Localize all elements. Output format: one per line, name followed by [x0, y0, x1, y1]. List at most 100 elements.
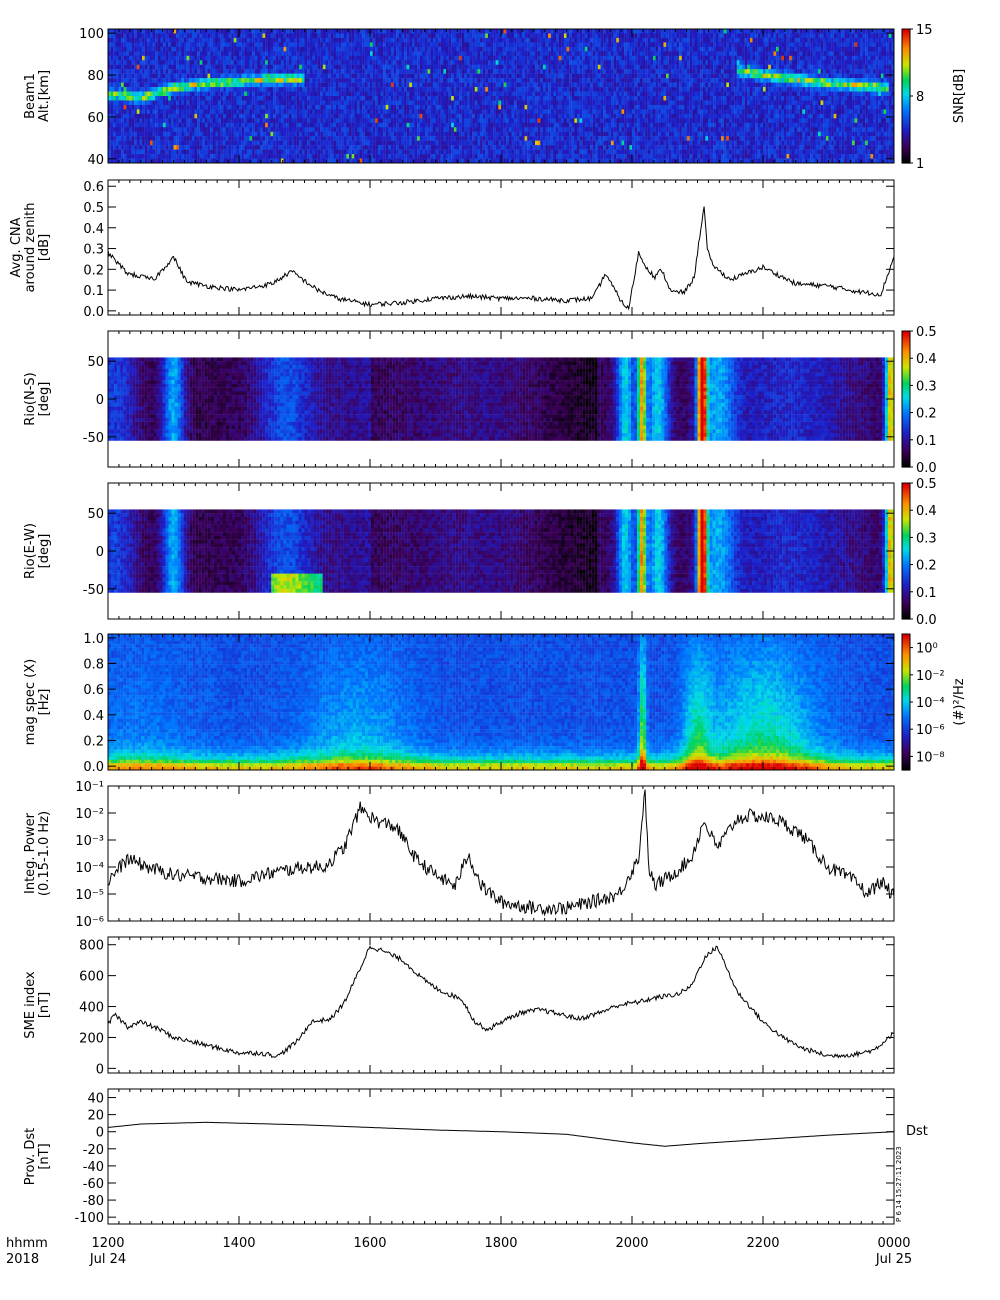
heatmap-cell	[215, 154, 219, 159]
heatmap-cell	[370, 29, 373, 34]
heatmap-cell	[207, 158, 211, 163]
heatmap-cell	[304, 127, 308, 132]
heatmap-cell	[144, 42, 148, 48]
heatmap-cell	[341, 113, 344, 119]
heatmap-cell	[115, 78, 119, 83]
heatmap-cell	[341, 91, 344, 97]
heatmap-cell	[236, 136, 240, 141]
heatmap-cell	[341, 136, 344, 141]
heatmap-cell	[338, 158, 342, 163]
heatmap-cell	[514, 33, 517, 39]
heatmap-cell	[278, 42, 282, 48]
heatmap-cell	[432, 87, 436, 92]
heatmap-cell	[375, 42, 378, 48]
heatmap-cell	[451, 118, 454, 124]
heatmap-cell	[273, 82, 276, 88]
heatmap-cell	[115, 109, 119, 115]
heatmap-cell	[349, 55, 352, 61]
heatmap-cell	[506, 154, 509, 159]
heatmap-cell	[535, 64, 538, 70]
heatmap-cell	[524, 131, 528, 137]
heatmap-cell	[529, 109, 533, 115]
heatmap-cell	[480, 154, 483, 159]
heatmap-cell	[367, 46, 371, 52]
heatmap-cell	[231, 118, 234, 124]
heatmap-cell	[121, 100, 124, 106]
heatmap-cell	[286, 73, 289, 79]
heatmap-cell	[356, 145, 360, 150]
heatmap-cell	[506, 42, 509, 48]
heatmap-cell	[330, 64, 334, 70]
heatmap-cell	[265, 42, 268, 48]
heatmap-cell	[482, 104, 486, 110]
heatmap-cell	[317, 131, 321, 137]
heatmap-cell	[430, 42, 434, 48]
heatmap-cell	[335, 55, 339, 61]
heatmap-cell	[456, 73, 460, 79]
heatmap-cell	[477, 37, 481, 43]
heatmap-cell	[204, 87, 208, 92]
heatmap-cell	[477, 33, 481, 39]
heatmap-cell	[136, 154, 140, 159]
heatmap-cell	[131, 140, 135, 146]
heatmap-cell	[351, 136, 355, 141]
heatmap-cell	[519, 154, 523, 159]
heatmap-cell	[296, 64, 300, 70]
heatmap-cell	[113, 55, 116, 61]
heatmap-cell	[472, 154, 475, 159]
heatmap-cell	[191, 82, 195, 88]
heatmap-cell	[503, 140, 507, 146]
heatmap-cell	[259, 37, 263, 43]
heatmap-cell	[440, 29, 444, 34]
heatmap-cell	[170, 96, 174, 101]
heatmap-cell	[288, 140, 292, 146]
heatmap-cell	[262, 82, 266, 88]
heatmap-cell	[199, 29, 203, 34]
heatmap-cell	[121, 145, 124, 150]
heatmap-cell	[537, 87, 541, 92]
heatmap-cell	[314, 64, 318, 70]
heatmap-cell	[506, 60, 509, 65]
heatmap-cell	[225, 73, 229, 79]
heatmap-cell	[456, 37, 460, 43]
heatmap-cell	[218, 136, 221, 141]
heatmap-cell	[535, 113, 538, 119]
heatmap-cell	[501, 78, 504, 83]
heatmap-cell	[228, 29, 232, 34]
heatmap-cell	[516, 82, 520, 88]
heatmap-cell	[390, 73, 394, 79]
heatmap-cell	[425, 42, 428, 48]
heatmap-cell	[220, 145, 224, 150]
heatmap-cell	[239, 100, 242, 106]
heatmap-cell	[472, 104, 475, 110]
heatmap-cell	[514, 82, 517, 88]
heatmap-cell	[351, 51, 355, 57]
heatmap-cell	[131, 91, 135, 97]
heatmap-cell	[388, 60, 392, 65]
heatmap-cell	[519, 78, 523, 83]
heatmap-cell	[309, 96, 313, 101]
heatmap-cell	[370, 109, 373, 115]
heatmap-cell	[126, 154, 130, 159]
heatmap-cell	[228, 127, 232, 132]
heatmap-cell	[283, 46, 287, 52]
heatmap-cell	[147, 118, 151, 124]
heatmap-cell	[341, 96, 344, 101]
heatmap-cell	[207, 154, 211, 159]
heatmap-cell	[259, 33, 263, 39]
heatmap-cell	[223, 145, 227, 150]
heatmap-cell	[280, 122, 284, 128]
heatmap-cell	[170, 149, 174, 155]
heatmap-cell	[123, 149, 127, 155]
heatmap-cell	[108, 122, 111, 128]
heatmap-cell	[406, 149, 410, 155]
heatmap-cell	[176, 46, 179, 52]
heatmap-cell	[388, 140, 392, 146]
heatmap-cell	[278, 60, 282, 65]
heatmap-cell	[280, 118, 284, 124]
heatmap-cell	[404, 42, 407, 48]
heatmap-cell	[228, 87, 232, 92]
heatmap-cell	[183, 96, 187, 101]
heatmap-cell	[338, 78, 342, 83]
heatmap-cell	[123, 78, 127, 83]
